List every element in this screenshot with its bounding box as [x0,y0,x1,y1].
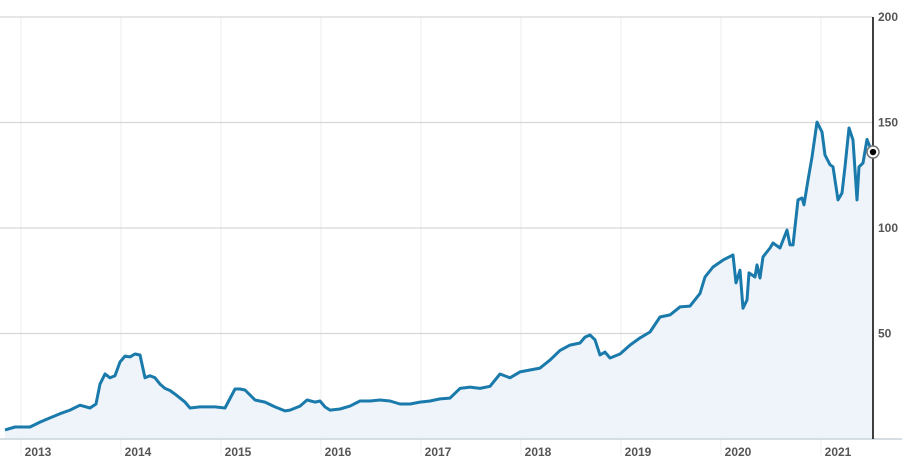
marker-dot [869,148,877,156]
x-tick-label: 2021 [825,445,852,459]
x-tick-label: 2015 [225,445,252,459]
x-tick-label: 2018 [525,445,552,459]
y-tick-label: 200 [878,10,898,24]
y-tick-label: 150 [878,116,898,130]
x-tick-label: 2016 [325,445,352,459]
y-tick-label: 100 [878,221,898,235]
x-tick-label: 2020 [725,445,752,459]
x-tick-label: 2017 [425,445,452,459]
x-tick-label: 2019 [625,445,652,459]
y-tick-label: 50 [878,327,892,341]
x-axis-ticks: 2013 2014 2015 2016 2017 2018 2019 2020 2021 [25,445,852,459]
price-area-fill [5,122,873,439]
current-value-marker[interactable] [866,145,880,159]
x-tick-label: 2013 [25,445,52,459]
x-tick-label: 2014 [125,445,152,459]
price-line [4,120,872,432]
y-axis-ticks: 50 100 150 200 [878,10,898,341]
